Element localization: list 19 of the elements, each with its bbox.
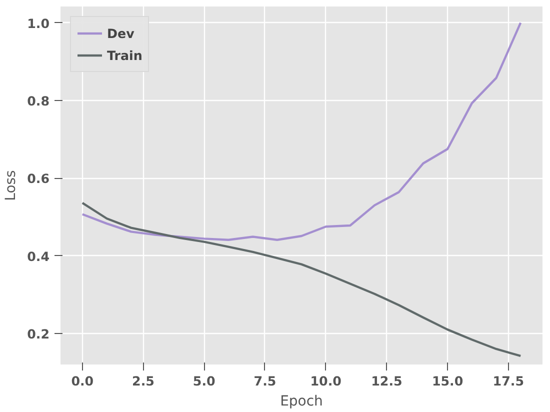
y-tick-label: 0.4 <box>27 248 50 264</box>
y-tick-label: 0.8 <box>27 93 50 108</box>
y-tick-label: 1.0 <box>27 16 50 31</box>
x-tick-label: 17.5 <box>492 374 524 388</box>
legend-label: Dev <box>107 26 134 40</box>
line-series <box>81 22 522 241</box>
legend-label: Train <box>107 48 142 62</box>
x-tick-label: 12.5 <box>371 374 402 388</box>
x-axis-title: Epoch <box>280 394 323 410</box>
x-tick-label: 2.5 <box>132 374 154 388</box>
x-tick-label: 7.5 <box>254 374 276 388</box>
x-tick-label: 0.0 <box>71 374 94 388</box>
y-tick-label: 0.6 <box>27 171 50 186</box>
x-tick-label: 10.0 <box>310 374 342 388</box>
y-axis-title: Loss <box>3 170 20 201</box>
x-tick-label: 5.0 <box>192 374 216 388</box>
x-tick-label: 15.0 <box>432 374 464 388</box>
line-series <box>81 202 522 358</box>
y-tick-label: 0.2 <box>27 326 50 342</box>
